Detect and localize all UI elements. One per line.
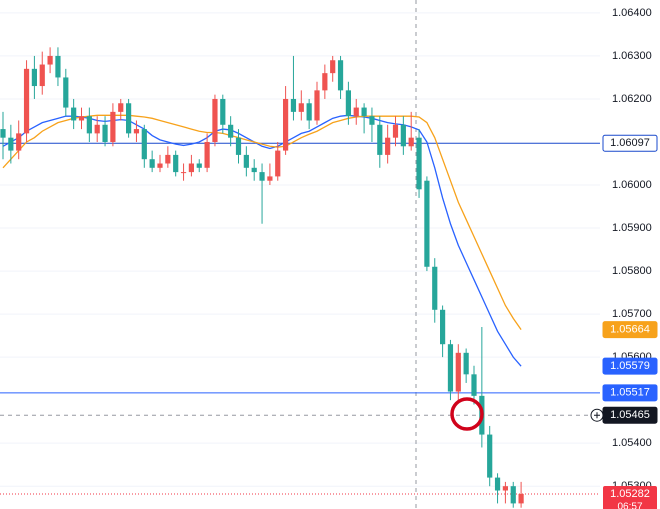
candle-body [447, 344, 454, 392]
candle-body [377, 124, 383, 155]
candle-body [267, 176, 273, 181]
candle-body [63, 77, 69, 108]
price-line-label: 1.05517 [610, 387, 650, 399]
candle-body [180, 172, 187, 174]
candle-body [330, 60, 336, 74]
candle-body [416, 137, 422, 190]
candle-body [502, 486, 508, 491]
candle-body [39, 64, 45, 87]
candle-body [196, 163, 202, 168]
candle-body [220, 98, 226, 125]
ma-price-label: 1.05664 [610, 323, 650, 335]
candle-body [259, 172, 265, 181]
candle-body [71, 107, 77, 121]
candle-body [204, 141, 210, 168]
candle-body [23, 68, 30, 134]
candle-body [494, 477, 501, 491]
candle-body [173, 154, 179, 173]
candle-body [353, 107, 359, 117]
crosshair-plus-icon [594, 412, 600, 419]
candle-body [510, 486, 516, 504]
candle-body [251, 167, 257, 173]
candle-body [518, 493, 524, 504]
y-tick-label: 1.05400 [612, 437, 652, 449]
candle-body [408, 137, 414, 147]
candle-body [345, 90, 351, 117]
candle-body [361, 107, 367, 117]
candle-body [110, 111, 116, 142]
crosshair-label: 1.05465 [610, 409, 650, 421]
candle-body [47, 55, 53, 65]
candle-body [0, 129, 6, 138]
candle-body [141, 129, 147, 160]
candle-body [16, 133, 22, 151]
plot-area [0, 0, 600, 509]
candle-body [102, 124, 108, 142]
candle-body [314, 90, 320, 121]
y-tick-label: 1.06400 [612, 7, 652, 19]
last-price-label: 1.05282 [610, 488, 650, 500]
candle-body [228, 124, 234, 138]
candle-body [188, 163, 194, 173]
candle-body [322, 73, 328, 91]
price-axis: 1.06400 1.06300 1.06200 1.06000 1.05900 1.058… [590, 7, 658, 509]
candle-body [424, 180, 430, 267]
last-price-label-bg [603, 485, 657, 509]
price-line-label-bg [602, 134, 658, 152]
candle-body [432, 266, 438, 310]
candle-body [118, 103, 124, 112]
candle-body [55, 55, 61, 78]
candle-body [400, 124, 406, 147]
candle-body [126, 103, 132, 134]
candle-body [306, 103, 312, 121]
candle-body [8, 137, 14, 151]
ma-price-label-bg [602, 321, 658, 339]
candle-body [298, 103, 304, 112]
annotation-circle [450, 397, 484, 431]
candle-body [392, 124, 399, 138]
candle-body [235, 137, 242, 155]
candle-body [86, 116, 92, 134]
candle-body [440, 309, 446, 345]
y-tick-label: 1.06200 [612, 93, 652, 105]
candle-body [385, 137, 391, 155]
y-tick-label: 1.05900 [612, 222, 652, 234]
ma-price-label-bg [602, 357, 658, 375]
candle-body [149, 159, 155, 168]
price-line-label: 1.06097 [610, 137, 650, 149]
candle-body [455, 352, 461, 392]
candle-body [94, 124, 100, 134]
candle-body [463, 352, 469, 375]
ma-price-label: 1.05579 [610, 360, 650, 372]
candle-body [283, 98, 289, 151]
candle-body [31, 68, 37, 87]
candle-body [290, 98, 297, 112]
countdown-label: 06:57 [617, 502, 642, 509]
y-tick-label: 1.05700 [612, 308, 652, 320]
candle-body [243, 154, 249, 168]
candle-body [369, 116, 375, 125]
candle-body [275, 150, 281, 177]
candle-body [471, 374, 477, 396]
price-line-label-bg [602, 384, 658, 402]
candle-body [212, 98, 218, 142]
candle-body [133, 129, 140, 134]
y-tick-label: 1.06300 [612, 50, 652, 62]
candle-body [487, 434, 493, 478]
candle-body [165, 154, 171, 164]
candle-body [157, 163, 163, 168]
y-tick-label: 1.05800 [612, 265, 652, 277]
candle-body [337, 60, 344, 91]
candle-body [78, 116, 85, 121]
y-tick-label: 1.06000 [612, 179, 652, 191]
